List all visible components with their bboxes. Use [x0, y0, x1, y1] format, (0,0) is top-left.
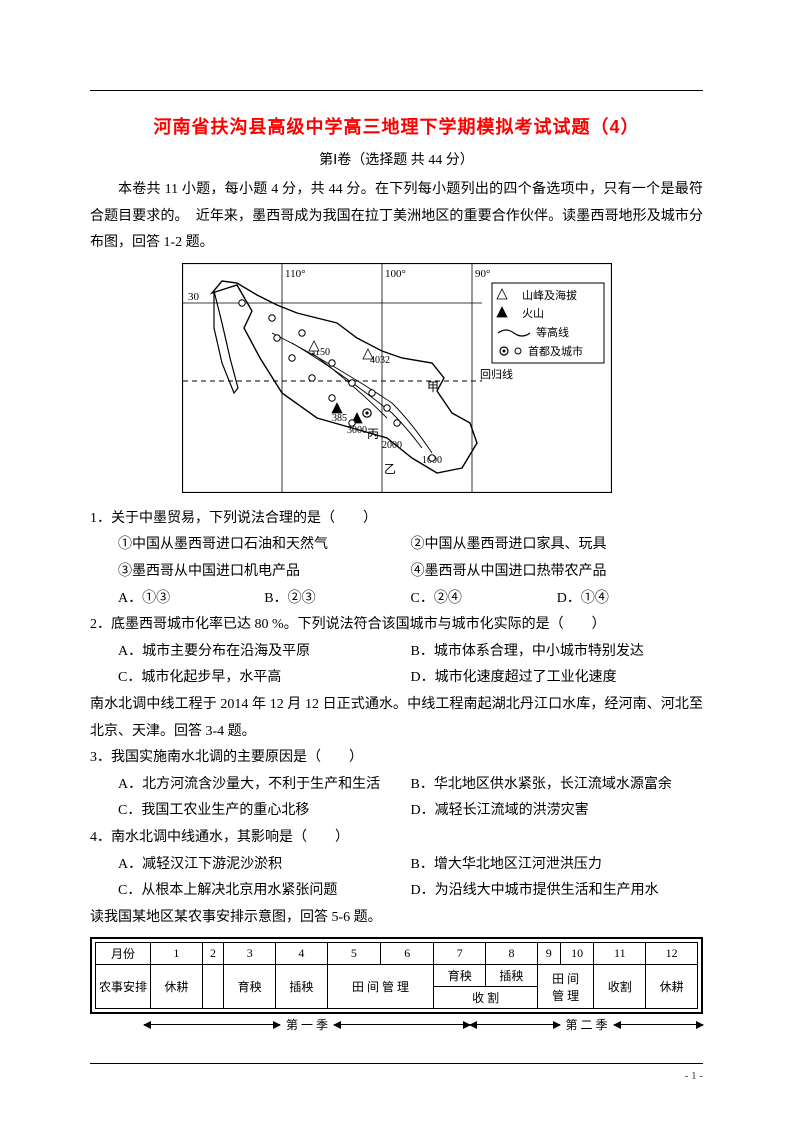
q2-opt-b: B．城市体系合理，中小城市特别发达 [411, 639, 704, 666]
svg-text:回归线: 回归线 [480, 367, 513, 381]
month-4: 4 [276, 943, 328, 965]
q3-opt-a: A．北方河流含沙量大，不利于生产和生活 [118, 772, 411, 799]
svg-text:乙: 乙 [384, 462, 396, 476]
q2-opt-c: C．城市化起步早，水平高 [118, 665, 411, 692]
exam-page: 河南省扶沟县高级中学高三地理下学期模拟考试试题（4） 第Ⅰ卷（选择题 共 44 … [0, 0, 793, 1122]
cell-yuyang1: 育秧 [224, 965, 276, 1009]
cell-chayang1: 插秧 [276, 965, 328, 1009]
svg-text:火山: 火山 [522, 307, 544, 320]
month-9: 9 [537, 943, 560, 965]
q1-opt-d: D．①④ [557, 586, 703, 613]
q2-opt-a: A．城市主要分布在沿海及平原 [118, 639, 411, 666]
svg-text:2000: 2000 [382, 440, 402, 451]
calendar-figure: 月份 1 2 3 4 5 6 7 8 9 10 11 12 农事安排 休耕 [90, 937, 703, 1033]
q1-item-1: ①中国从墨西哥进口石油和天然气 [118, 532, 411, 559]
month-7: 7 [434, 943, 486, 965]
q2-opt-d: D．城市化速度超过了工业化速度 [411, 665, 704, 692]
intro-paragraph: 本卷共 11 小题，每小题 4 分，共 44 分。在下列每小题列出的四个备选项中… [90, 177, 703, 257]
svg-text:90°: 90° [475, 268, 490, 280]
q3-opt-d: D．减轻长江流域的洪涝灾害 [411, 798, 704, 825]
cell-chayang2: 插秧 [486, 965, 538, 987]
cell-rest2: 休耕 [646, 965, 698, 1009]
table-row: 农事安排 休耕 育秧 插秧 田 间 管 理 育秧 插秧 田 间管 理 收割 休耕 [96, 965, 698, 987]
question-2: 2．底墨西哥城市化率已达 80 %。下列说法符合该国城市与城市化实际的是（ ） … [90, 612, 703, 692]
q4-opt-c: C．从根本上解决北京用水紧张问题 [118, 878, 411, 905]
month-2: 2 [202, 943, 224, 965]
calendar-table: 月份 1 2 3 4 5 6 7 8 9 10 11 12 农事安排 休耕 [95, 942, 698, 1009]
q4-stem: 4．南水北调中线通水，其影响是（ ） [90, 825, 703, 852]
cell-blank [202, 965, 224, 1009]
q1-item-4: ④墨西哥从中国进口热带农产品 [411, 559, 704, 586]
svg-text:385: 385 [332, 413, 347, 424]
q1-item-3: ③墨西哥从中国进口机电产品 [118, 559, 411, 586]
map-svg: 110°100°90°30回归线31504032300020001000385甲… [182, 263, 612, 498]
cell-tianjian2: 田 间管 理 [537, 965, 594, 1009]
cell-tianjian1: 田 间 管 理 [327, 965, 434, 1009]
page-number: - 1 - [685, 1070, 703, 1082]
month-6: 6 [381, 943, 434, 965]
svg-text:山峰及海拔: 山峰及海拔 [522, 288, 577, 302]
bottom-rule [90, 1063, 703, 1064]
season2-label: 第 二 季 [560, 1016, 614, 1033]
question-4: 4．南水北调中线通水，其影响是（ ） A．减轻汉江下游泥沙淤积 B．增大华北地区… [90, 825, 703, 905]
svg-text:3000: 3000 [347, 425, 367, 436]
table-row: 月份 1 2 3 4 5 6 7 8 9 10 11 12 [96, 943, 698, 965]
cell-rest1: 休耕 [151, 965, 203, 1009]
month-3: 3 [224, 943, 276, 965]
header-label: 月份 [96, 943, 151, 965]
question-1: 1．关于中墨贸易，下列说法合理的是（ ） ①中国从墨西哥进口石油和天然气 ②中国… [90, 506, 703, 612]
q1-opt-a: A．①③ [118, 586, 264, 613]
q2-stem: 2．底墨西哥城市化率已达 80 %。下列说法符合该国城市与城市化实际的是（ ） [90, 612, 703, 639]
month-5: 5 [327, 943, 380, 965]
svg-text:首都及城市: 首都及城市 [528, 344, 583, 358]
svg-text:等高线: 等高线 [536, 325, 569, 339]
svg-text:100°: 100° [385, 268, 406, 280]
row-label: 农事安排 [96, 965, 151, 1009]
passage-3-4: 南水北调中线工程于 2014 年 12 月 12 日正式通水。中线工程南起湖北丹… [90, 692, 703, 745]
season-arrows: 第 一 季 第 二 季 [90, 1016, 703, 1033]
svg-text:110°: 110° [285, 268, 306, 280]
question-3: 3．我国实施南水北调的主要原因是（ ） A．北方河流含沙量大，不利于生产和生活 … [90, 745, 703, 825]
q4-opt-b: B．增大华北地区江河泄洪压力 [411, 852, 704, 879]
month-8: 8 [486, 943, 538, 965]
q1-stem: 1．关于中墨贸易，下列说法合理的是（ ） [90, 506, 703, 533]
q1-opt-c: C．②④ [411, 586, 557, 613]
svg-text:甲: 甲 [427, 380, 439, 394]
q3-stem: 3．我国实施南水北调的主要原因是（ ） [90, 745, 703, 772]
month-1: 1 [151, 943, 203, 965]
month-12: 12 [646, 943, 698, 965]
q4-opt-a: A．减轻汉江下游泥沙淤积 [118, 852, 411, 879]
top-rule [90, 90, 703, 91]
q3-opt-b: B．华北地区供水紧张，长江流域水源富余 [411, 772, 704, 799]
month-10: 10 [560, 943, 594, 965]
section-subtitle: 第Ⅰ卷（选择题 共 44 分） [90, 149, 703, 169]
q4-opt-d: D．为沿线大中城市提供生活和生产用水 [411, 878, 704, 905]
svg-text:丙: 丙 [367, 427, 379, 441]
page-title: 河南省扶沟县高级中学高三地理下学期模拟考试试题（4） [90, 113, 703, 139]
month-11: 11 [594, 943, 646, 965]
cell-shouge2: 收割 [594, 965, 646, 1009]
q1-item-2: ②中国从墨西哥进口家具、玩具 [411, 532, 704, 559]
passage-5-6: 读我国某地区某农事安排示意图，回答 5-6 题。 [90, 905, 703, 932]
cell-yuyang2: 育秧 [434, 965, 486, 987]
svg-text:30: 30 [188, 291, 200, 303]
q3-opt-c: C．我国工农业生产的重心北移 [118, 798, 411, 825]
season1-label: 第 一 季 [280, 1016, 334, 1033]
svg-text:4032: 4032 [370, 355, 390, 366]
cell-shouge1: 收 割 [434, 987, 537, 1009]
map-figure: 110°100°90°30回归线31504032300020001000385甲… [90, 263, 703, 498]
q1-opt-b: B．②③ [264, 586, 410, 613]
